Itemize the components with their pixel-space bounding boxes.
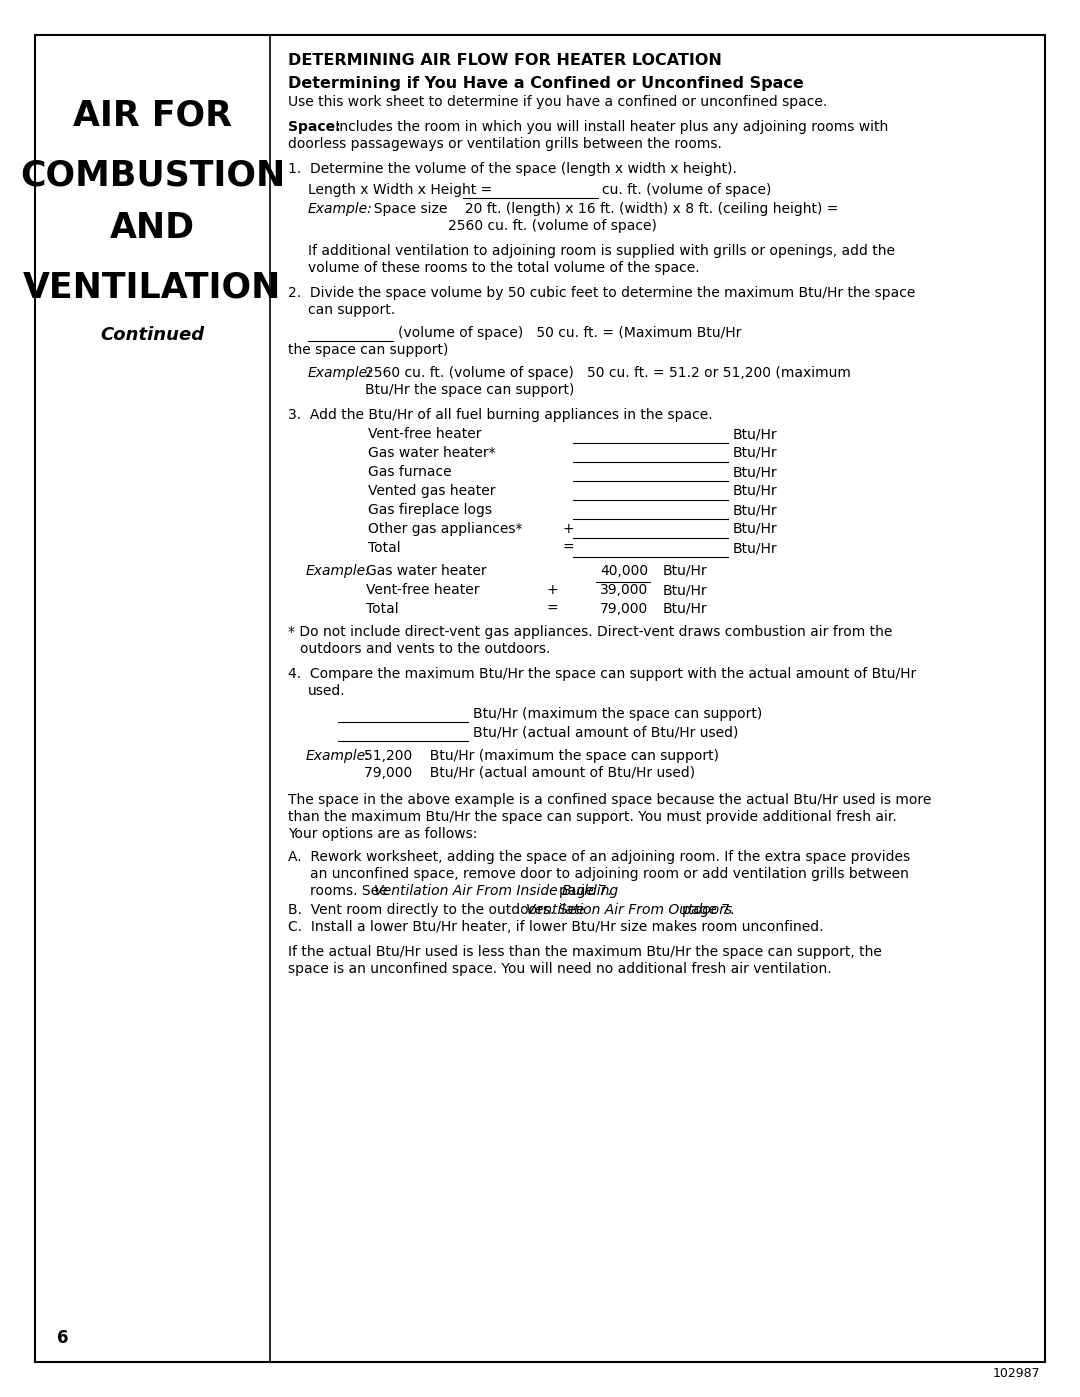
Text: Btu/Hr: Btu/Hr <box>733 446 778 460</box>
Text: Space size    20 ft. (length) x 16 ft. (width) x 8 ft. (ceiling height) =: Space size 20 ft. (length) x 16 ft. (wid… <box>365 203 838 217</box>
Text: AND: AND <box>110 211 195 244</box>
Text: Ventilation Air From Outdoors: Ventilation Air From Outdoors <box>526 902 732 916</box>
Text: C.  Install a lower Btu/Hr heater, if lower Btu/Hr size makes room unconfined.: C. Install a lower Btu/Hr heater, if low… <box>288 921 824 935</box>
Text: Length x Width x Height =: Length x Width x Height = <box>308 183 492 197</box>
Text: Gas water heater*: Gas water heater* <box>368 446 496 460</box>
Text: 102987: 102987 <box>993 1368 1040 1380</box>
Text: outdoors and vents to the outdoors.: outdoors and vents to the outdoors. <box>300 643 551 657</box>
Text: Example:: Example: <box>308 366 373 380</box>
Text: Your options are as follows:: Your options are as follows: <box>288 827 477 841</box>
Text: AIR FOR: AIR FOR <box>73 98 232 131</box>
Text: 2560 cu. ft. (volume of space): 2560 cu. ft. (volume of space) <box>448 219 657 233</box>
Text: Includes the room in which you will install heater plus any adjoining rooms with: Includes the room in which you will inst… <box>330 120 888 134</box>
Text: +: + <box>546 583 557 597</box>
Text: Gas fireplace logs: Gas fireplace logs <box>368 503 492 517</box>
Text: cu. ft. (volume of space): cu. ft. (volume of space) <box>602 183 771 197</box>
Text: page 7.: page 7. <box>681 902 734 916</box>
Text: 3.  Add the Btu/Hr of all fuel burning appliances in the space.: 3. Add the Btu/Hr of all fuel burning ap… <box>288 408 713 422</box>
Text: Other gas appliances*: Other gas appliances* <box>368 522 523 536</box>
Text: The space in the above example is a confined space because the actual Btu/Hr use: The space in the above example is a conf… <box>288 793 931 807</box>
Text: B.  Vent room directly to the outdoors. See: B. Vent room directly to the outdoors. S… <box>288 902 584 916</box>
Text: +: + <box>563 522 575 536</box>
Text: 79,000: 79,000 <box>599 602 648 616</box>
Text: used.: used. <box>308 685 346 698</box>
Text: Example:: Example: <box>306 749 370 763</box>
Text: can support.: can support. <box>308 303 395 317</box>
Text: 79,000    Btu/Hr (actual amount of Btu/Hr used): 79,000 Btu/Hr (actual amount of Btu/Hr u… <box>364 766 696 780</box>
Text: COMBUSTION: COMBUSTION <box>19 158 285 191</box>
Text: Gas water heater: Gas water heater <box>366 564 487 578</box>
Text: =: = <box>546 602 557 616</box>
Text: the space can support): the space can support) <box>288 344 448 358</box>
Text: Vent-free heater: Vent-free heater <box>368 427 482 441</box>
Text: Btu/Hr the space can support): Btu/Hr the space can support) <box>365 383 575 397</box>
Text: Total: Total <box>366 602 399 616</box>
Text: 6: 6 <box>57 1329 68 1347</box>
Text: Example:: Example: <box>308 203 373 217</box>
Text: Determining if You Have a Confined or Unconfined Space: Determining if You Have a Confined or Un… <box>288 75 804 91</box>
Text: If the actual Btu/Hr used is less than the maximum Btu/Hr the space can support,: If the actual Btu/Hr used is less than t… <box>288 944 882 958</box>
Text: 40,000: 40,000 <box>599 564 648 578</box>
Text: 51,200    Btu/Hr (maximum the space can support): 51,200 Btu/Hr (maximum the space can sup… <box>364 749 719 763</box>
Text: Btu/Hr (maximum the space can support): Btu/Hr (maximum the space can support) <box>473 707 762 721</box>
Text: A.  Rework worksheet, adding the space of an adjoining room. If the extra space : A. Rework worksheet, adding the space of… <box>288 849 910 863</box>
Text: page 7.: page 7. <box>559 884 611 898</box>
Text: Btu/Hr: Btu/Hr <box>733 483 778 497</box>
Text: 2560 cu. ft. (volume of space)   50 cu. ft. = 51.2 or 51,200 (maximum: 2560 cu. ft. (volume of space) 50 cu. ft… <box>365 366 851 380</box>
Text: Btu/Hr: Btu/Hr <box>663 602 707 616</box>
Text: Btu/Hr: Btu/Hr <box>663 564 707 578</box>
Text: Gas furnace: Gas furnace <box>368 465 451 479</box>
Text: =: = <box>563 541 575 555</box>
Text: Use this work sheet to determine if you have a confined or unconfined space.: Use this work sheet to determine if you … <box>288 95 827 109</box>
Text: Btu/Hr: Btu/Hr <box>733 522 778 536</box>
Text: VENTILATION: VENTILATION <box>24 271 282 305</box>
Text: rooms. See: rooms. See <box>310 884 388 898</box>
Text: Continued: Continued <box>100 326 204 344</box>
Text: 4.  Compare the maximum Btu/Hr the space can support with the actual amount of B: 4. Compare the maximum Btu/Hr the space … <box>288 666 916 680</box>
Text: Btu/Hr (actual amount of Btu/Hr used): Btu/Hr (actual amount of Btu/Hr used) <box>473 726 739 740</box>
Text: 1.  Determine the volume of the space (length x width x height).: 1. Determine the volume of the space (le… <box>288 162 737 176</box>
Text: If additional ventilation to adjoining room is supplied with grills or openings,: If additional ventilation to adjoining r… <box>308 244 895 258</box>
Text: Ventilation Air From Inside Building: Ventilation Air From Inside Building <box>374 884 618 898</box>
Text: an unconfined space, remove door to adjoining room or add ventilation grills bet: an unconfined space, remove door to adjo… <box>310 868 909 882</box>
Text: Vent-free heater: Vent-free heater <box>366 583 480 597</box>
Text: DETERMINING AIR FLOW FOR HEATER LOCATION: DETERMINING AIR FLOW FOR HEATER LOCATION <box>288 53 721 68</box>
Text: Vented gas heater: Vented gas heater <box>368 483 496 497</box>
Text: doorless passageways or ventilation grills between the rooms.: doorless passageways or ventilation gril… <box>288 137 721 151</box>
Text: (volume of space)   50 cu. ft. = (Maximum Btu/Hr: (volume of space) 50 cu. ft. = (Maximum … <box>399 326 741 339</box>
Text: Btu/Hr: Btu/Hr <box>663 583 707 597</box>
Text: 39,000: 39,000 <box>599 583 648 597</box>
Text: volume of these rooms to the total volume of the space.: volume of these rooms to the total volum… <box>308 261 700 275</box>
Text: Btu/Hr: Btu/Hr <box>733 465 778 479</box>
Text: than the maximum Btu/Hr the space can support. You must provide additional fresh: than the maximum Btu/Hr the space can su… <box>288 810 896 824</box>
Text: 2.  Divide the space volume by 50 cubic feet to determine the maximum Btu/Hr the: 2. Divide the space volume by 50 cubic f… <box>288 286 916 300</box>
Text: space is an unconfined space. You will need no additional fresh air ventilation.: space is an unconfined space. You will n… <box>288 963 832 977</box>
Text: Btu/Hr: Btu/Hr <box>733 503 778 517</box>
Text: Btu/Hr: Btu/Hr <box>733 541 778 555</box>
Text: Space:: Space: <box>288 120 340 134</box>
Text: Example:: Example: <box>306 564 370 578</box>
Text: Total: Total <box>368 541 401 555</box>
Text: Btu/Hr: Btu/Hr <box>733 427 778 441</box>
Text: * Do not include direct-vent gas appliances. Direct-vent draws combustion air fr: * Do not include direct-vent gas applian… <box>288 624 892 638</box>
